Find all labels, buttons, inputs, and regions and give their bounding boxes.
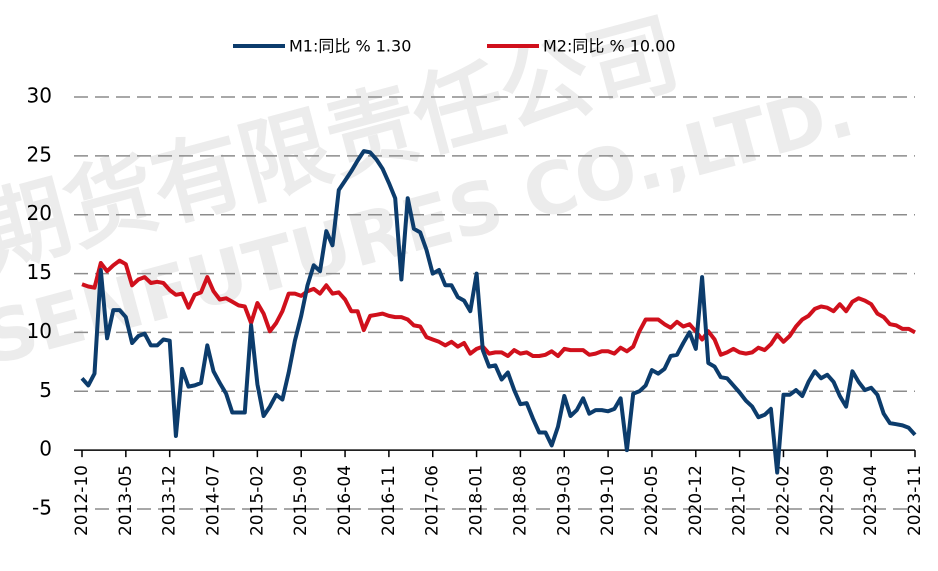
y-tick-label: 0 (39, 437, 52, 461)
x-tick-label: 2021-07 (730, 465, 750, 536)
legend-label: M1:同比 % 1.30 (289, 37, 411, 56)
x-tick-label: 2019-03 (554, 465, 574, 536)
x-tick-label: 2018-08 (510, 465, 530, 536)
x-tick-label: 2023-04 (861, 465, 881, 536)
y-tick-label: 25 (27, 142, 52, 166)
x-tick-label: 2014-07 (204, 465, 224, 536)
line (80, 149, 917, 475)
x-tick-label: 2012-10 (72, 465, 92, 536)
x-tick-label: 2017-06 (423, 465, 443, 536)
x-tick-label: 2022-02 (773, 465, 793, 536)
y-tick-label: -5 (32, 496, 52, 520)
x-tick-label: 2022-09 (817, 465, 837, 536)
x-tick-label: 2019-10 (598, 465, 618, 536)
x-tick-label: 2013-12 (160, 465, 180, 536)
y-tick-label: 15 (27, 260, 52, 284)
x-tick-label: 2018-01 (467, 465, 487, 536)
y-tick-label: 10 (27, 319, 52, 343)
x-tick-label: 2015-09 (291, 465, 311, 536)
x-tick-label: 2023-11 (905, 465, 925, 536)
x-tick-label: 2020-12 (686, 465, 706, 536)
y-tick-label: 20 (27, 201, 52, 225)
y-tick-label: 30 (27, 84, 52, 108)
x-tick-label: 2015-02 (247, 465, 267, 536)
y-tick-label: 5 (39, 378, 52, 402)
x-tick-label: 2020-05 (642, 465, 662, 536)
x-tick-label: 2013-05 (116, 465, 136, 536)
legend-label: M2:同比 % 10.00 (543, 37, 676, 56)
line (81, 258, 916, 358)
x-tick-label: 2016-11 (379, 465, 399, 536)
x-tick-label: 2016-04 (335, 465, 355, 536)
